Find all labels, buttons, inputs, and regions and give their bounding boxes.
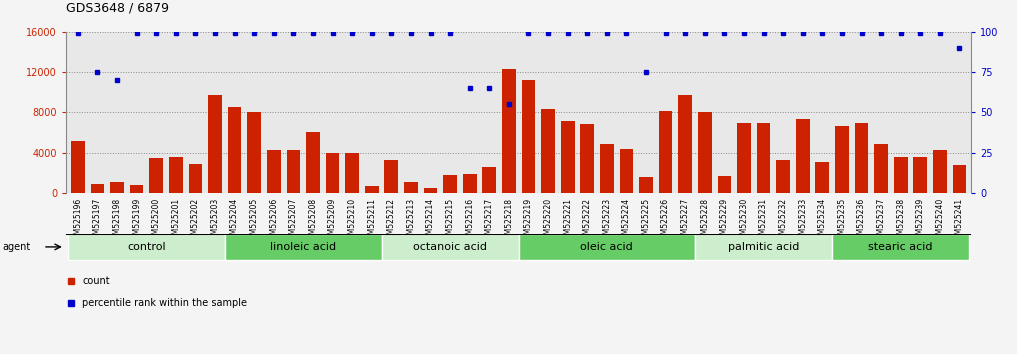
Text: stearic acid: stearic acid bbox=[869, 242, 933, 252]
Bar bbox=[796, 119, 810, 193]
Bar bbox=[875, 144, 888, 193]
Text: GDS3648 / 6879: GDS3648 / 6879 bbox=[66, 1, 169, 14]
Bar bbox=[91, 184, 105, 193]
Bar bbox=[325, 153, 340, 193]
Bar bbox=[639, 177, 653, 193]
Bar bbox=[169, 157, 183, 193]
Bar bbox=[519, 234, 695, 260]
Bar bbox=[424, 188, 437, 193]
Bar bbox=[913, 157, 928, 193]
Bar bbox=[695, 234, 832, 260]
Bar bbox=[835, 126, 849, 193]
Bar bbox=[560, 121, 575, 193]
Bar bbox=[110, 182, 124, 193]
Bar bbox=[678, 95, 692, 193]
Bar bbox=[188, 164, 202, 193]
Bar bbox=[581, 125, 594, 193]
Bar bbox=[894, 157, 907, 193]
Bar bbox=[346, 153, 359, 193]
Bar bbox=[266, 150, 281, 193]
Bar bbox=[541, 109, 555, 193]
Bar bbox=[659, 112, 672, 193]
Bar bbox=[306, 132, 319, 193]
Bar bbox=[463, 174, 477, 193]
Bar bbox=[757, 124, 771, 193]
Bar bbox=[718, 176, 731, 193]
Text: palmitic acid: palmitic acid bbox=[728, 242, 799, 252]
Bar bbox=[71, 141, 84, 193]
Bar bbox=[404, 182, 418, 193]
Text: oleic acid: oleic acid bbox=[581, 242, 634, 252]
Bar bbox=[149, 158, 163, 193]
Text: count: count bbox=[82, 276, 110, 286]
Text: control: control bbox=[127, 242, 166, 252]
Bar bbox=[287, 150, 300, 193]
Bar bbox=[737, 124, 751, 193]
Bar bbox=[933, 150, 947, 193]
Bar bbox=[816, 162, 829, 193]
Bar bbox=[247, 113, 261, 193]
Bar bbox=[854, 124, 869, 193]
Bar bbox=[953, 165, 966, 193]
Bar bbox=[68, 234, 225, 260]
Bar bbox=[208, 95, 222, 193]
Bar bbox=[522, 80, 535, 193]
Text: octanoic acid: octanoic acid bbox=[413, 242, 487, 252]
Text: percentile rank within the sample: percentile rank within the sample bbox=[82, 298, 247, 308]
Bar bbox=[619, 149, 634, 193]
Bar bbox=[698, 113, 712, 193]
Bar bbox=[381, 234, 519, 260]
Bar bbox=[482, 167, 496, 193]
Bar bbox=[225, 234, 381, 260]
Bar bbox=[384, 160, 399, 193]
Bar bbox=[365, 186, 378, 193]
Bar bbox=[443, 175, 457, 193]
Text: agent: agent bbox=[2, 242, 31, 252]
Bar bbox=[776, 160, 790, 193]
Bar bbox=[228, 107, 241, 193]
Bar bbox=[600, 144, 613, 193]
Bar bbox=[502, 69, 516, 193]
Text: linoleic acid: linoleic acid bbox=[271, 242, 337, 252]
Bar bbox=[832, 234, 969, 260]
Bar bbox=[130, 185, 143, 193]
